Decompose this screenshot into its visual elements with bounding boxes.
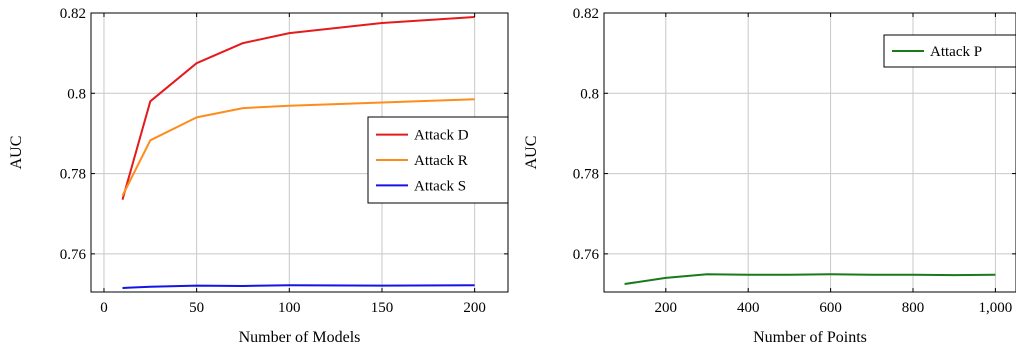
y-tick-label: 0.82	[60, 6, 86, 22]
series-line-attack-p	[624, 273, 996, 285]
y-tick-label: 0.8	[67, 86, 86, 102]
legend-label: Attack D	[414, 128, 469, 144]
x-tick-label: 200	[655, 300, 678, 316]
series-line-attack-s	[122, 284, 475, 289]
x-tick-label: 800	[902, 300, 925, 316]
y-tick-label: 0.78	[573, 167, 599, 183]
y-tick-label: 0.78	[60, 167, 86, 183]
x-tick-label: 1,000	[979, 300, 1013, 316]
plot-frame	[603, 12, 1016, 293]
legend-label: Attack S	[414, 178, 466, 194]
legend: Attack P	[883, 34, 1016, 68]
x-tick-label: 400	[737, 300, 760, 316]
x-tick-label: 600	[819, 300, 842, 316]
y-tick-label: 0.76	[573, 247, 600, 263]
legend-label: Attack P	[930, 44, 982, 60]
x-tick-label: 0	[100, 300, 108, 316]
chart-panel-2: 200 400 600 800 1,000 0.76 0.78 0.8 0.82 Number o…	[523, 6, 1016, 346]
y-tick-label: 0.8	[580, 86, 599, 102]
y-tick-label: 0.76	[60, 247, 87, 263]
y-tick-label: 0.82	[573, 6, 599, 22]
x-tick-label: 50	[189, 300, 204, 316]
legend-label: Attack R	[414, 153, 468, 169]
x-tick-label: 200	[463, 300, 486, 316]
chart-panel-1: 0 50 100 150 200 0.76 0.78 0.8 0.82 Number of Mod…	[8, 6, 509, 346]
x-tick-label: 100	[278, 300, 301, 316]
series-line-attack-r	[121, 98, 475, 197]
y-axis-label: AUC	[523, 136, 540, 170]
legend: Attack D Attack R Attack S	[367, 116, 509, 204]
series-line-attack-d	[121, 16, 475, 200]
x-axis-label: Number of Models	[239, 329, 361, 346]
x-tick-label: 150	[371, 300, 394, 316]
x-axis-label: Number of Points	[753, 329, 867, 346]
y-axis-label: AUC	[8, 136, 25, 170]
